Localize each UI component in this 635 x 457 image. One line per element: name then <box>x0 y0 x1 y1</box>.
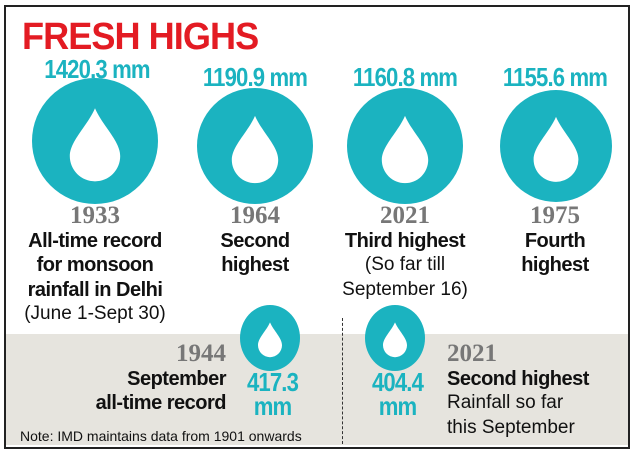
record-1933: 1933 All-time record for monsoon rainfal… <box>10 202 180 327</box>
year: 1964 <box>230 202 280 229</box>
year: 1933 <box>70 202 120 229</box>
value-2021-sept: 404.4 mm <box>361 367 433 421</box>
caption: this September <box>447 416 575 438</box>
caption: rainfall in Delhi <box>27 278 163 301</box>
title: FRESH HIGHS <box>22 16 259 58</box>
caption: September <box>127 367 226 390</box>
raindrop-icon <box>365 305 425 371</box>
value-2021: 1160.8 mm <box>352 62 458 92</box>
year: 1944 <box>176 340 226 367</box>
year: 1975 <box>530 202 580 229</box>
caption: Fourth <box>524 229 586 252</box>
caption: all-time record <box>95 392 227 414</box>
divider <box>342 318 343 444</box>
record-1975: 1975 Fourth highest <box>470 202 635 278</box>
raindrop-icon <box>197 88 313 204</box>
value: 404.4 <box>371 367 424 397</box>
caption: highest <box>221 254 289 276</box>
caption: highest <box>521 254 589 276</box>
raindrop-icon <box>500 90 612 202</box>
unit: mm <box>253 391 292 421</box>
note: Note: IMD maintains data from 1901 onwar… <box>20 428 302 444</box>
caption: Second <box>220 229 290 252</box>
raindrop-icon <box>347 88 463 204</box>
raindrop-icon <box>32 78 158 204</box>
caption: September 16) <box>342 278 468 300</box>
unit: mm <box>378 391 417 421</box>
value-1944: 417.3 mm <box>236 367 308 421</box>
caption: Rainfall so far <box>447 392 564 413</box>
record-1964: 1964 Second highest <box>170 202 340 278</box>
value-1975: 1155.6 mm <box>502 62 608 92</box>
september-panel <box>6 334 628 445</box>
september-1944: 1944 September all-time record <box>56 340 227 416</box>
caption: (So far till <box>364 254 446 275</box>
record-2021: 2021 Third highest (So far till Septembe… <box>320 202 490 302</box>
frame-border <box>4 5 630 449</box>
september-2021: 2021 Second highest Rainfall so far this… <box>447 340 617 440</box>
raindrop-icon <box>240 305 300 371</box>
caption: Second highest <box>447 367 589 390</box>
value: 417.3 <box>246 367 299 397</box>
year: 2021 <box>380 202 430 229</box>
caption: for monsoon <box>36 254 154 276</box>
caption: Third highest <box>344 229 466 252</box>
caption: All-time record <box>28 229 162 252</box>
caption: (June 1-Sept 30) <box>24 303 166 324</box>
year: 2021 <box>447 340 497 367</box>
value-1964: 1190.9 mm <box>202 62 308 92</box>
